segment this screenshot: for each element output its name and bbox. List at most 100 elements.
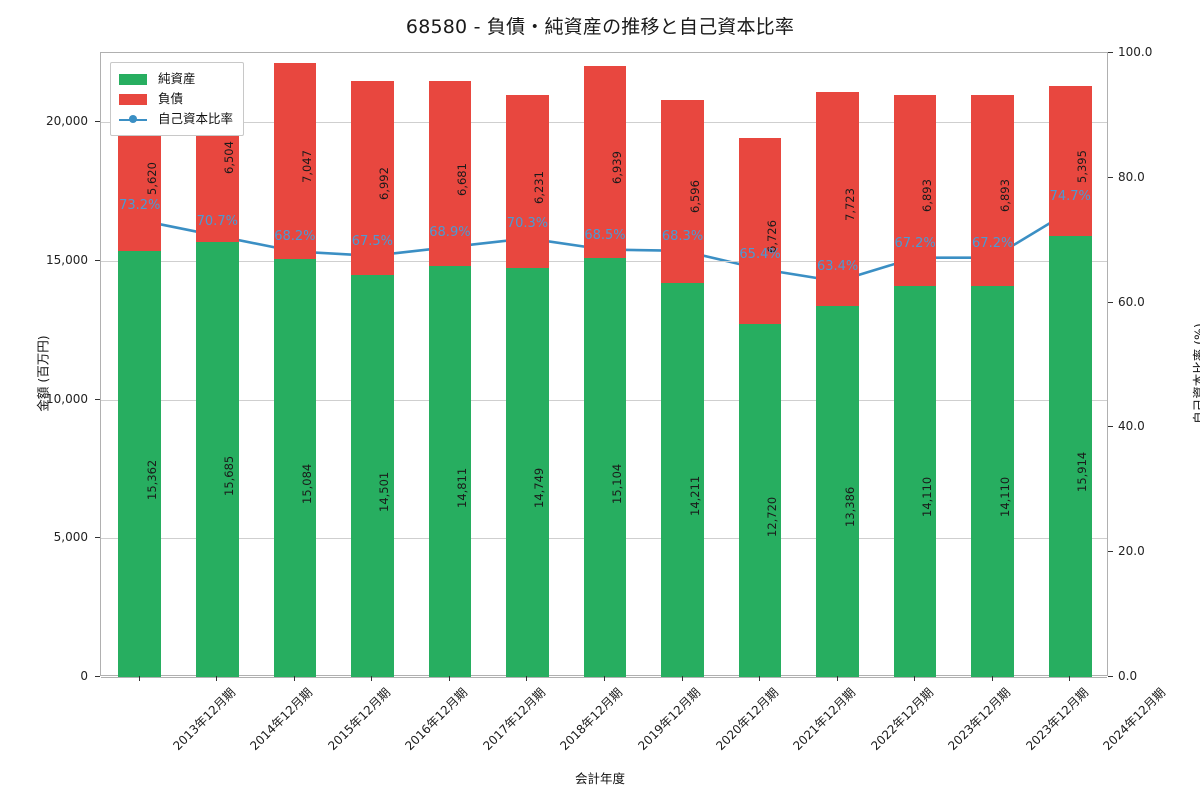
bar-value-label-liabilities: 6,681 <box>454 162 469 196</box>
bar-value-label-liabilities: 5,620 <box>144 162 159 196</box>
bar-liabilities[interactable] <box>893 94 937 286</box>
y-axis-right-tick-mark <box>1108 676 1113 677</box>
bar-liabilities[interactable] <box>971 94 1014 286</box>
bar-value-label-liabilities: 6,893 <box>997 179 1012 213</box>
bar-liabilities[interactable] <box>428 80 472 267</box>
bar-liabilities[interactable] <box>273 63 317 259</box>
x-axis-tick-mark <box>216 676 218 681</box>
y-axis-right-tick-mark <box>1108 426 1113 428</box>
bar-value-label-net-assets: 13,386 <box>842 487 857 528</box>
legend-item-liabilities[interactable]: 負債 <box>119 89 233 109</box>
x-axis-tick-mark <box>448 676 450 681</box>
chart-title: 68580 - 負債・純資産の推移と自己資本比率 <box>405 16 795 38</box>
y-axis-right-tick-mark <box>1108 301 1113 303</box>
bar-net-assets[interactable] <box>816 305 859 677</box>
x-axis-tick-mark <box>604 676 605 681</box>
ratio-value-label: 67.2% <box>972 235 1014 251</box>
y-axis-right-tick-label: 0.0 <box>1118 669 1138 683</box>
x-axis-label: 会計年度 <box>574 771 625 786</box>
legend-swatch-liabilities <box>119 93 147 105</box>
bar-value-label-liabilities: 6,992 <box>377 166 392 200</box>
x-axis-tick-label: 2021年12月期 <box>790 685 859 754</box>
bar-net-assets[interactable] <box>583 258 627 677</box>
x-axis-tick-label: 2013年12月期 <box>170 685 238 754</box>
ratio-value-label: 68.5% <box>584 227 626 243</box>
bar-net-assets[interactable] <box>195 242 239 677</box>
y-axis-right-tick-label: 100.0 <box>1118 45 1153 59</box>
y-axis-right-tick-mark <box>1108 176 1113 178</box>
bar-liabilities[interactable] <box>816 91 859 306</box>
y-axis-right-tick-mark <box>1108 551 1113 553</box>
bar-value-label-liabilities: 6,596 <box>687 180 702 214</box>
bar-net-assets[interactable] <box>506 267 549 677</box>
x-axis-tick-mark <box>293 676 295 681</box>
legend-item-equity-ratio[interactable]: 自己資本比率 <box>119 109 233 129</box>
bar-value-label-net-assets: 14,110 <box>997 477 1012 518</box>
ratio-value-label: 67.5% <box>351 233 394 249</box>
bar-value-label-liabilities: 6,504 <box>222 140 237 174</box>
y-axis-right-label: 自己資本比率 (%) <box>1191 323 1200 424</box>
ratio-value-label: 65.4% <box>739 246 781 262</box>
x-axis-tick-label: 2015年12月期 <box>325 685 393 754</box>
bar-liabilities[interactable] <box>1048 86 1092 236</box>
bar-value-label-liabilities: 6,893 <box>920 179 935 213</box>
bar-net-assets[interactable] <box>971 285 1014 677</box>
x-axis-tick-label: 2023年12月期 <box>1023 685 1091 754</box>
x-axis-tick-label: 2016年12月期 <box>402 685 471 754</box>
chart-legend: 純資産 負債 自己資本比率 <box>110 62 245 136</box>
bar-value-label-liabilities: 7,047 <box>299 150 314 183</box>
bar-liabilities[interactable] <box>351 80 394 275</box>
bar-net-assets[interactable] <box>738 324 782 677</box>
ratio-value-label: 73.2% <box>119 198 161 214</box>
ratio-value-label: 63.4% <box>816 259 859 275</box>
y-axis-right-tick-mark <box>1108 52 1113 53</box>
x-axis-tick-mark <box>914 676 916 681</box>
ratio-value-label: 68.2% <box>274 229 316 245</box>
bar-value-label-net-assets: 14,811 <box>454 467 469 508</box>
bar-net-assets[interactable] <box>351 274 394 677</box>
legend-label-liabilities: 負債 <box>158 90 184 106</box>
x-axis-tick-label: 2023年12月期 <box>945 685 1014 754</box>
y-axis-left-tick-mark <box>95 537 100 539</box>
x-axis-tick-mark <box>681 676 683 681</box>
y-axis-left-label: 金額 (百万円) <box>35 335 51 412</box>
bar-net-assets[interactable] <box>1048 235 1092 677</box>
bar-value-label-net-assets: 15,685 <box>222 455 237 496</box>
y-axis-left-tick-mark <box>95 676 100 677</box>
y-axis-left-tick-label: 20,000 <box>46 114 88 129</box>
bar-net-assets[interactable] <box>428 266 472 677</box>
bar-value-label-net-assets: 12,720 <box>765 496 780 537</box>
x-axis-tick-label: 2017年12月期 <box>480 685 549 754</box>
bar-value-label-net-assets: 15,914 <box>1075 452 1090 493</box>
x-axis-tick-mark <box>1069 676 1071 681</box>
bar-value-label-liabilities: 6,231 <box>532 170 547 204</box>
legend-item-net-assets[interactable]: 純資産 <box>119 69 233 89</box>
ratio-value-label: 70.7% <box>196 213 238 229</box>
bar-liabilities[interactable] <box>506 95 549 268</box>
bar-value-label-net-assets: 14,110 <box>920 477 935 518</box>
legend-label-net-assets: 純資産 <box>158 70 196 86</box>
bar-value-label-net-assets: 15,104 <box>610 463 624 504</box>
ratio-value-label: 68.3% <box>661 228 704 244</box>
bar-liabilities[interactable] <box>661 99 704 283</box>
x-axis-tick-mark <box>371 676 373 681</box>
x-axis-tick-mark <box>138 676 140 681</box>
bar-value-label-net-assets: 15,084 <box>299 463 314 504</box>
bar-net-assets[interactable] <box>273 258 317 677</box>
x-axis-tick-label: 2022年12月期 <box>867 685 936 754</box>
plot-area: 15,362 5,620 15,685 6,504 15,084 7,047 14,501 6… <box>100 52 1108 678</box>
bar-value-label-liabilities: 6,939 <box>610 150 624 184</box>
ratio-value-label: 68.9% <box>429 225 471 241</box>
bar-liabilities[interactable] <box>583 65 627 259</box>
bar-liabilities[interactable] <box>738 137 782 325</box>
bar-value-label-net-assets: 14,749 <box>532 468 547 509</box>
y-axis-right-tick-label: 20.0 <box>1118 544 1145 559</box>
x-axis-tick-label: 2014年12月期 <box>247 685 316 754</box>
y-axis-left-tick-mark <box>95 121 100 123</box>
bar-value-label-net-assets: 14,211 <box>687 475 702 516</box>
bar-net-assets[interactable] <box>893 285 937 677</box>
bar-value-label-net-assets: 14,501 <box>377 471 392 512</box>
bar-net-assets[interactable] <box>661 282 704 677</box>
bar-net-assets[interactable] <box>118 250 162 677</box>
